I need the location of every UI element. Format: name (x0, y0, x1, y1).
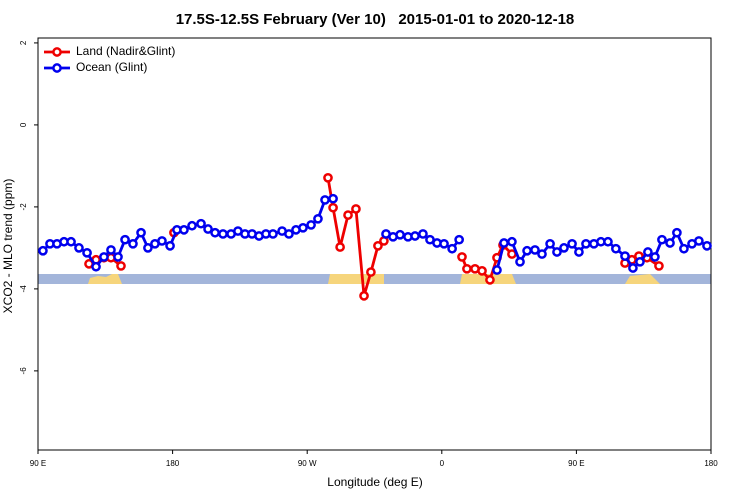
legend-label: Ocean (Glint) (76, 60, 147, 74)
point (454, 234, 464, 245)
x-tick-label: 0 (440, 459, 445, 468)
point (545, 238, 555, 249)
point (418, 229, 428, 239)
y-tick-label: -4 (19, 285, 28, 293)
point (136, 227, 146, 238)
legend-marker (52, 47, 62, 57)
point (74, 243, 84, 253)
point (462, 263, 472, 274)
point (439, 238, 449, 249)
point (507, 236, 517, 247)
y-tick-label: 0 (19, 122, 28, 127)
point (116, 261, 126, 271)
point (395, 229, 405, 240)
point (66, 236, 76, 247)
point (335, 242, 345, 252)
legend-label: Land (Nadir&Glint) (76, 44, 175, 58)
point (351, 204, 361, 214)
point (620, 251, 630, 261)
point (203, 224, 213, 234)
point (218, 229, 228, 239)
point (628, 263, 638, 273)
point (320, 195, 330, 205)
point (328, 193, 338, 204)
point (694, 236, 704, 246)
land-band (88, 274, 122, 284)
y-tick-label: 2 (19, 40, 28, 45)
point (611, 243, 621, 254)
x-axis-label: Longitude (deg E) (327, 475, 422, 489)
point (522, 245, 532, 256)
point (492, 265, 502, 275)
point (343, 210, 353, 220)
point (91, 261, 101, 272)
x-tick-label: 90 W (298, 459, 317, 468)
land-band (625, 274, 660, 284)
y-axis-label: XCO2 - MLO trend (ppm) (1, 179, 15, 314)
point (143, 243, 153, 253)
point (702, 240, 712, 251)
point (313, 213, 323, 224)
chart-title: 17.5S-12.5S February (Ver 10) 2015-01-01… (176, 11, 575, 28)
point (284, 229, 294, 239)
point (603, 236, 613, 247)
legend-marker (52, 63, 62, 73)
point (665, 238, 675, 248)
point (650, 252, 660, 262)
point (654, 261, 664, 271)
point (268, 229, 278, 239)
point (373, 240, 383, 251)
point (366, 267, 376, 277)
point (306, 220, 316, 230)
point (196, 218, 206, 229)
point (106, 245, 116, 255)
point (485, 275, 495, 285)
point (298, 222, 308, 233)
point (643, 247, 653, 257)
point (82, 247, 92, 258)
point (559, 243, 569, 253)
point (99, 252, 109, 262)
point (113, 252, 123, 262)
point (38, 245, 48, 256)
point (581, 238, 591, 249)
x-tick-label: 90 E (30, 459, 46, 468)
land-ocean-band (38, 274, 711, 284)
point (672, 227, 682, 238)
point (515, 256, 525, 267)
point (179, 225, 189, 235)
land-band (328, 274, 384, 284)
point (165, 240, 175, 251)
point (574, 247, 584, 257)
point (157, 236, 167, 246)
point (410, 231, 420, 241)
point (679, 243, 689, 254)
y-tick-label: -2 (19, 203, 28, 211)
point (567, 238, 577, 249)
point (187, 220, 197, 231)
point (530, 245, 540, 255)
point (120, 234, 130, 245)
point (323, 172, 333, 183)
x-tick-label: 180 (166, 459, 180, 468)
point (210, 227, 220, 238)
point (359, 291, 369, 301)
point (477, 266, 487, 276)
x-tick-label: 180 (704, 459, 718, 468)
point (552, 247, 562, 257)
point (328, 202, 338, 213)
point (499, 238, 509, 248)
point (657, 234, 667, 245)
point (447, 243, 457, 254)
point (457, 252, 467, 262)
point (537, 249, 547, 259)
y-tick-label: -6 (19, 367, 28, 375)
x-tick-label: 90 E (568, 459, 584, 468)
point (128, 238, 138, 249)
point (635, 256, 645, 267)
